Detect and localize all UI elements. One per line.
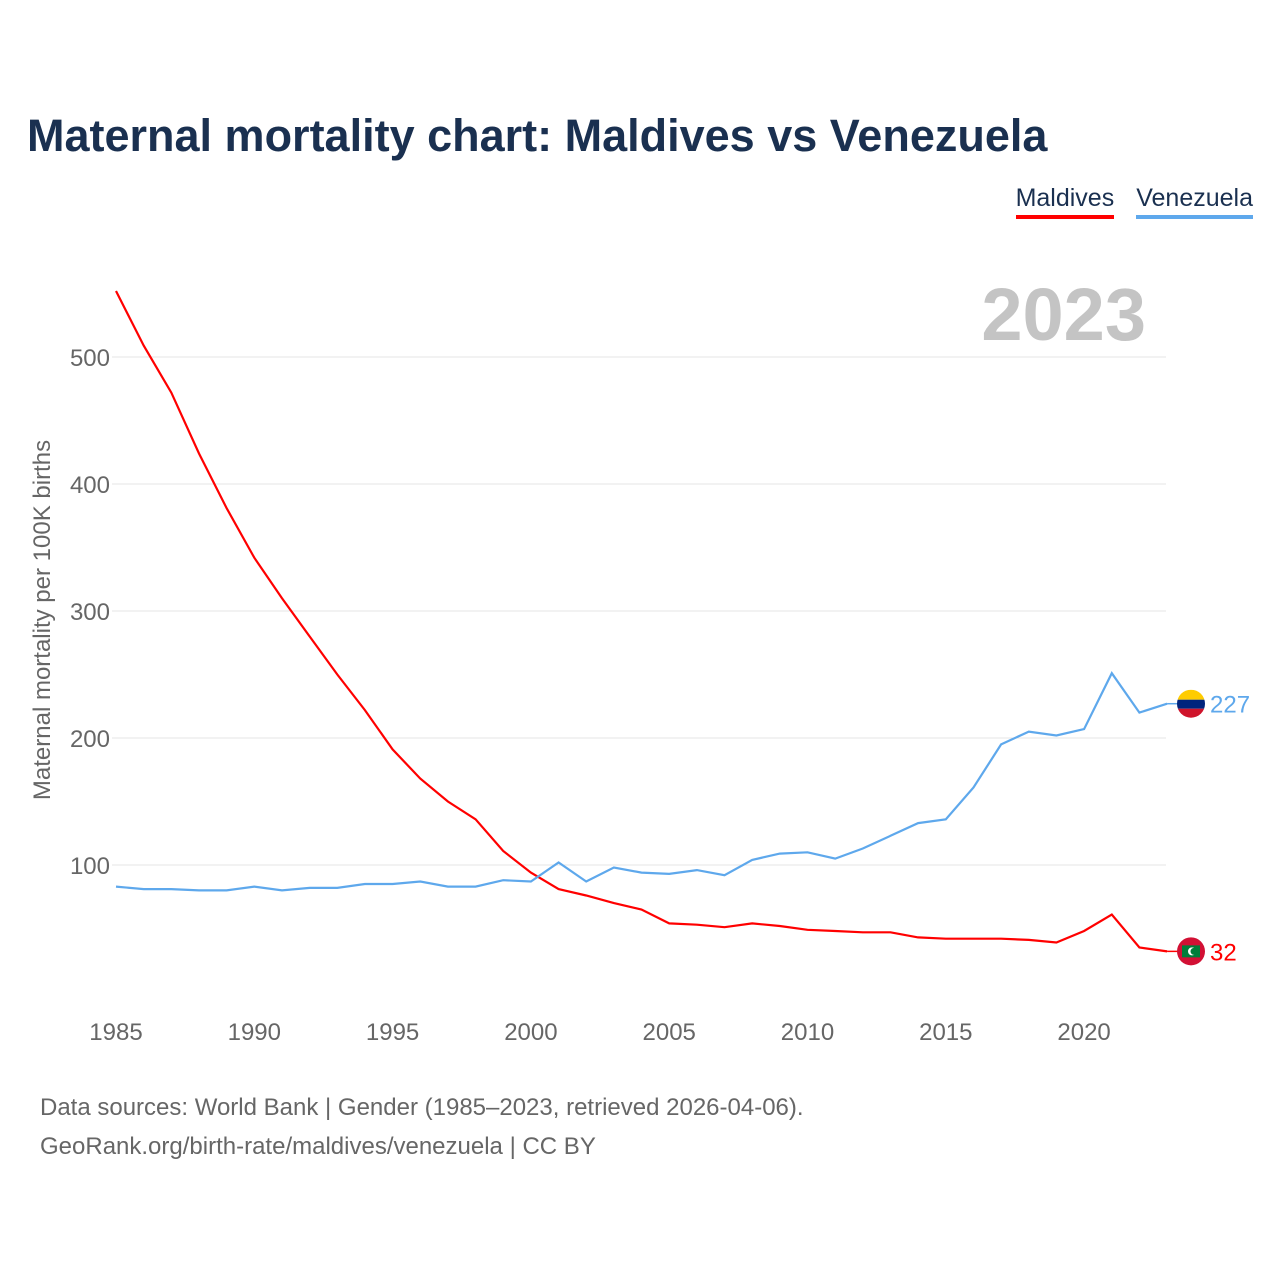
venezuela-flag-red	[1177, 708, 1205, 718]
x-tick-label: 1985	[89, 1019, 142, 1046]
y-tick-label: 200	[70, 726, 110, 753]
x-tick-label: 2000	[504, 1019, 557, 1046]
y-tick-label: 400	[70, 472, 110, 499]
y-tick-label: 500	[70, 345, 110, 372]
x-tick-label: 2015	[919, 1019, 972, 1046]
series-line-maldives	[115, 290, 1168, 953]
y-tick-label: 300	[70, 599, 110, 626]
x-tick-label: 2020	[1057, 1019, 1110, 1046]
year-label: 2023	[981, 273, 1146, 356]
legend-maldives[interactable]: Maldives	[1015, 184, 1115, 219]
venezuela-flag-icon	[1177, 689, 1205, 700]
source-note: Data sources: World Bank | Gender (1985–…	[40, 1088, 804, 1166]
x-tick-label: 2005	[643, 1019, 696, 1046]
venezuela-flag-blue	[1177, 699, 1205, 709]
end-value-label: 32	[1210, 939, 1237, 966]
x-tick-label: 1995	[366, 1019, 419, 1046]
series-line-venezuela	[115, 671, 1168, 892]
x-tick-label: 1990	[228, 1019, 281, 1046]
chart-title: Maternal mortality chart: Maldives vs Ve…	[27, 110, 1048, 161]
legend-venezuela[interactable]: Venezuela	[1136, 184, 1253, 219]
end-value-label: 227	[1210, 692, 1250, 719]
source-line-1: Data sources: World Bank | Gender (1985–…	[40, 1094, 804, 1121]
source-line-2[interactable]: GeoRank.org/birth-rate/maldives/venezuel…	[40, 1133, 596, 1160]
legend: Maldives Venezuela	[1015, 184, 1253, 219]
maldives-crescent-cut	[1190, 947, 1198, 955]
x-tick-label: 2010	[781, 1019, 834, 1046]
y-tick-label: 100	[70, 853, 110, 880]
y-axis-label: Maternal mortality per 100K births	[29, 440, 56, 800]
